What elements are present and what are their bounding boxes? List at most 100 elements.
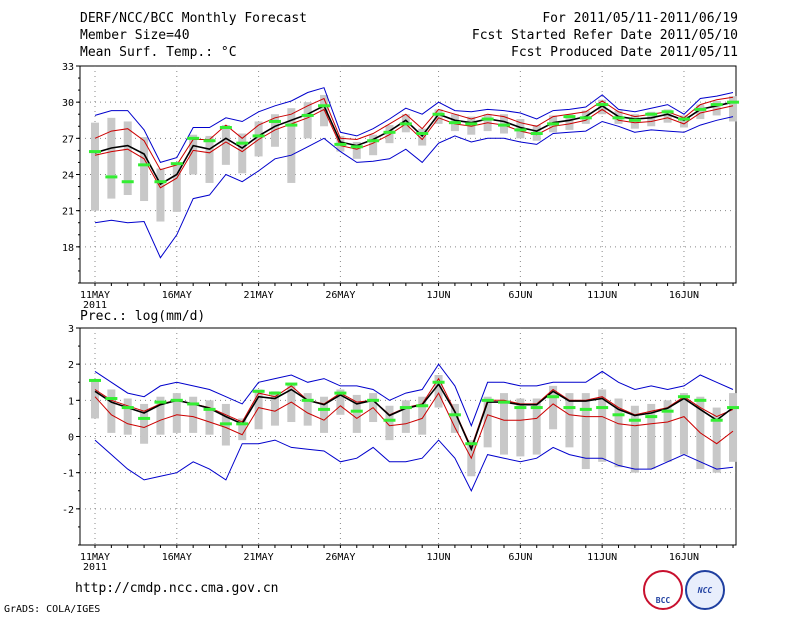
y-tick-label: 21 [62, 207, 74, 218]
spread-box [238, 418, 247, 441]
x-tick-label: 16JUN [669, 552, 699, 563]
spread-box [172, 393, 181, 433]
spread-box [270, 391, 279, 426]
ncc-logo: NCC [685, 570, 725, 610]
spread-box [434, 375, 443, 408]
spread-box [565, 393, 574, 448]
y-tick-label: 24 [62, 171, 74, 182]
y-tick-label: 3 [68, 324, 74, 335]
produced-date: Fcst Produced Date 2011/05/11 [511, 45, 738, 60]
x-tick-label: 26MAY [325, 552, 355, 563]
header-left: DERF/NCC/BCC Monthly Forecast Member Size… [80, 10, 307, 61]
x-tick-label: 6JUN [508, 290, 532, 301]
x-tick-label: 16MAY [162, 552, 192, 563]
spread-box [565, 114, 574, 130]
refer-date: Fcst Started Refer Date 2011/05/10 [471, 28, 738, 43]
x-tick-label: 11MAY [80, 290, 110, 301]
spread-box [647, 111, 656, 127]
x-tick-sublabel: 2011 [83, 300, 107, 311]
spread-box [352, 141, 361, 159]
y-tick-label: -2 [62, 505, 74, 516]
x-tick-label: 11JUN [587, 290, 617, 301]
spread-box [91, 380, 99, 419]
x-tick-label: 16JUN [669, 290, 699, 301]
spread-box [679, 393, 688, 455]
spread-box [352, 394, 361, 433]
spread-box [500, 393, 508, 455]
bcc-logo: BCC [643, 570, 683, 610]
spread-box [467, 116, 476, 135]
ncc-logo-text: NCC [697, 586, 713, 595]
x-tick-label: 11MAY [80, 552, 110, 563]
spread-box [549, 385, 558, 430]
spread-box [287, 108, 296, 183]
header-right: For 2011/05/11-2011/06/19 Fcst Started Re… [472, 10, 738, 61]
spread-box [581, 393, 590, 470]
x-tick-label: 21MAY [244, 290, 274, 301]
source-url[interactable]: http://cmdp.ncc.cma.gov.cn [75, 581, 279, 596]
variable-label: Mean Surf. Temp.: °C [80, 45, 237, 60]
spread-box [172, 163, 181, 212]
spread-box [385, 405, 394, 441]
y-tick-label: -1 [62, 469, 74, 480]
spread-box [729, 96, 738, 122]
spread-box [369, 134, 378, 156]
spread-box [303, 102, 312, 139]
spread-box [696, 104, 705, 120]
member-size: Member Size=40 [80, 28, 190, 43]
spread-box [107, 389, 116, 433]
spread-box [647, 403, 656, 470]
spread-box [630, 405, 639, 473]
lower-red-line [94, 105, 734, 189]
x-tick-label: 16MAY [162, 290, 192, 301]
y-tick-label: 27 [62, 134, 74, 145]
spread-box [729, 393, 738, 462]
x-tick-label: 1JUN [427, 552, 451, 563]
ensemble-mean-line [94, 382, 734, 452]
y-tick-label: 0 [68, 433, 74, 444]
spread-box [679, 115, 688, 128]
spread-box [418, 396, 427, 435]
ensemble-mean-line [94, 101, 734, 186]
spread-box [189, 396, 198, 433]
lower-red-line [94, 392, 734, 460]
y-tick-label: 33 [62, 62, 74, 73]
spread-box [434, 109, 443, 124]
spread-box [123, 121, 132, 195]
y-tick-label: 2 [68, 360, 74, 371]
precip-label: Prec.: log(mm/d) [80, 309, 206, 324]
grads-credit: GrADS: COLA/IGES [4, 604, 101, 615]
forecast-period: For 2011/05/11-2011/06/19 [542, 11, 738, 26]
spread-box [663, 400, 672, 462]
spread-box [140, 403, 149, 444]
spread-box [598, 389, 607, 462]
spread-box [516, 398, 525, 457]
spread-box [712, 100, 721, 116]
spread-box [303, 393, 312, 426]
spread-box [320, 396, 329, 433]
spread-box [107, 117, 116, 199]
spread-box [401, 400, 410, 433]
y-tick-label: 1 [68, 396, 74, 407]
upper-red-line [94, 96, 734, 171]
x-tick-sublabel: 2011 [83, 562, 107, 573]
x-tick-label: 26MAY [325, 290, 355, 301]
spread-box [156, 396, 165, 435]
spread-box [336, 389, 345, 415]
spread-box [483, 396, 492, 448]
spread-box [532, 398, 541, 455]
x-tick-label: 6JUN [508, 552, 532, 563]
spread-box [287, 384, 296, 423]
spread-box [712, 407, 721, 473]
bcc-logo-text: BCC [655, 596, 671, 605]
x-tick-label: 11JUN [587, 552, 617, 563]
upper-envelope-line [94, 363, 734, 428]
spread-box [91, 122, 99, 211]
spread-box [450, 403, 459, 433]
spread-box [418, 128, 427, 146]
spread-box [123, 398, 132, 435]
y-tick-label: 30 [62, 98, 74, 109]
